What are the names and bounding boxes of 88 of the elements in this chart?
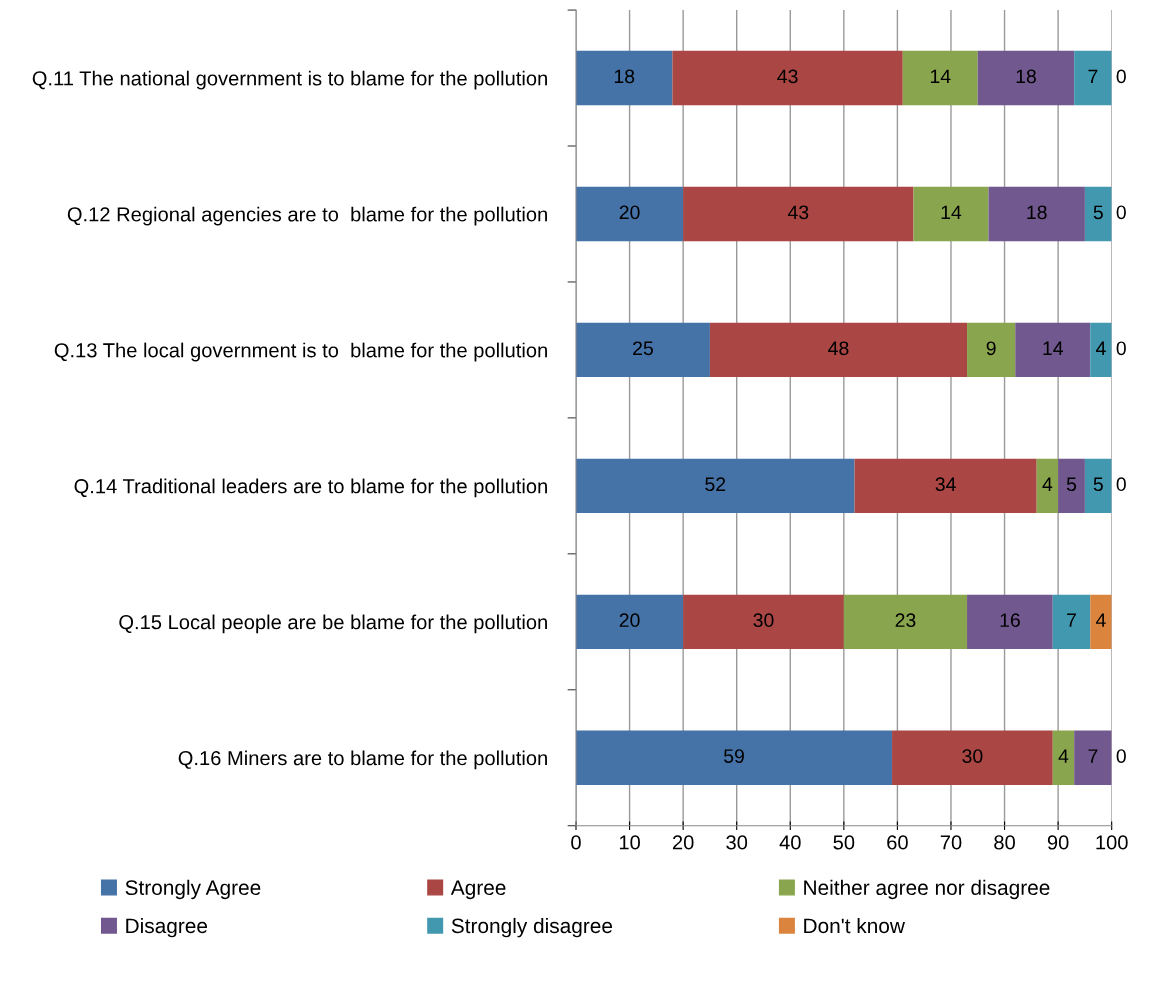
- data-label: 0: [1116, 69, 1126, 84]
- x-tick-label: 40: [779, 835, 801, 850]
- bar: [1074, 50, 1112, 106]
- bar: [977, 50, 1075, 106]
- x-tick-label: 90: [1047, 835, 1069, 850]
- data-label: 0: [1116, 341, 1126, 356]
- data-label: 7: [1088, 749, 1098, 763]
- bar: [576, 458, 855, 514]
- data-label: 25: [633, 341, 653, 356]
- legend-label: Disagree: [126, 917, 208, 938]
- bar: [1058, 458, 1085, 514]
- x-tick-label: 10: [619, 835, 640, 850]
- data-label: 5: [1093, 477, 1103, 492]
- data-label: 16: [1000, 613, 1020, 628]
- x-tick-label: 80: [994, 835, 1015, 850]
- bar: [967, 322, 1016, 378]
- x-tick-label: 50: [833, 835, 855, 850]
- bar: [892, 730, 1053, 785]
- data-label: 34: [935, 477, 956, 492]
- bar: [1036, 458, 1059, 514]
- bar: [1090, 594, 1112, 650]
- data-label: 43: [787, 205, 809, 220]
- y-tick-label: Q.13 The local government is to blame for the pollution: [54, 342, 547, 362]
- y-tick-label: Q.12 Regional agencies are to blame for the pollution: [67, 206, 547, 226]
- data-label: 0: [1116, 749, 1126, 763]
- data-label: 59: [723, 749, 744, 763]
- data-label: 48: [828, 341, 849, 356]
- bar: [1052, 730, 1075, 785]
- legend-label: Strongly disagree: [451, 917, 613, 938]
- data-label: 23: [895, 613, 916, 628]
- data-label: 43: [777, 69, 798, 84]
- bar: [576, 594, 684, 650]
- data-label: 4: [1096, 341, 1106, 355]
- data-label: 30: [962, 749, 983, 763]
- bar: [683, 594, 844, 650]
- bar: [1084, 186, 1112, 242]
- bar: [1015, 322, 1091, 378]
- bar: [709, 322, 968, 378]
- bar: [576, 50, 673, 106]
- legend-label: Neither agree nor disagree: [804, 879, 1050, 900]
- data-label: 52: [705, 477, 726, 492]
- y-tick-label: Q.14 Traditional leaders are to blame for the pollution: [74, 478, 547, 498]
- x-tick-label: 60: [887, 835, 908, 850]
- data-label: 5: [1093, 205, 1103, 220]
- data-label: 4: [1096, 613, 1106, 627]
- bar: [1074, 730, 1112, 785]
- x-tick-label: 70: [940, 835, 962, 850]
- x-tick-label: 20: [672, 835, 694, 850]
- data-label: 4: [1058, 749, 1069, 763]
- y-tick-label: Q.16 Miners are to blame for the pollution: [178, 750, 547, 770]
- x-tick-label: 0: [571, 835, 581, 850]
- data-label: 30: [753, 613, 774, 628]
- data-label: 7: [1088, 69, 1098, 84]
- legend-label: Agree: [450, 880, 506, 900]
- bar: [902, 50, 978, 106]
- data-label: 20: [619, 205, 640, 220]
- bar: [576, 730, 893, 785]
- data-label: 18: [1027, 205, 1047, 220]
- bar: [988, 186, 1085, 242]
- bar: [1052, 594, 1091, 650]
- data-label: 20: [619, 613, 640, 628]
- data-label: 14: [1043, 341, 1063, 355]
- bar: [576, 322, 710, 378]
- bar: [913, 186, 989, 242]
- bar: [576, 186, 684, 242]
- data-label: 0: [1116, 477, 1126, 492]
- x-tick-label: 30: [726, 835, 748, 850]
- bar: [1090, 322, 1112, 378]
- legend-label: Don't know: [804, 917, 905, 934]
- data-label: 4: [1042, 477, 1053, 491]
- data-label: 18: [614, 69, 635, 84]
- x-tick-label: 100: [1096, 835, 1128, 850]
- legend-label: Strongly Agree: [125, 879, 261, 900]
- bar: [854, 458, 1037, 514]
- bar: [683, 186, 914, 242]
- y-tick-label: Q.11 The national government is to blame for the pollution: [32, 70, 547, 90]
- data-label: 9: [986, 341, 996, 356]
- bar: [1084, 458, 1112, 514]
- data-label: 0: [1116, 205, 1126, 220]
- data-label: 14: [930, 69, 951, 84]
- data-label: 14: [941, 205, 962, 220]
- bar: [967, 594, 1053, 650]
- y-tick-label: Q.15 Local people are be blame for the pollution: [119, 614, 547, 634]
- data-label: 18: [1016, 69, 1036, 84]
- bar: [672, 50, 903, 106]
- data-label: 5: [1066, 477, 1077, 492]
- data-label: 7: [1067, 613, 1076, 627]
- bar: [843, 594, 968, 650]
